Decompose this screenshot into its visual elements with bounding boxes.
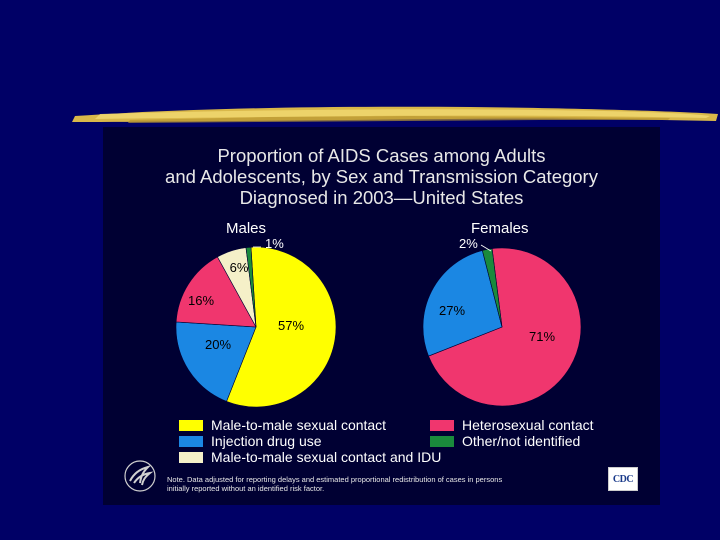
title-line-1: Proportion of AIDS Cases among Adults bbox=[217, 145, 546, 166]
males-label-injection-drug-use: 20% bbox=[205, 337, 231, 352]
males-label-heterosexual-contact: 16% bbox=[188, 293, 214, 308]
title-line-3: Diagnosed in 2003—United States bbox=[239, 187, 524, 208]
pie-charts: 57% 20% 16% 6% 1% 71% 27% 2% bbox=[175, 236, 582, 408]
males-label-other-not-identified: 1% bbox=[265, 236, 284, 251]
cdc-logo: CDC bbox=[608, 467, 638, 491]
title-line-2: and Adolescents, by Sex and Transmission… bbox=[165, 166, 598, 187]
males-pie-title: Males bbox=[226, 220, 267, 237]
legend-item-msm-idu: Male-to-male sexual contact and IDU bbox=[179, 449, 441, 465]
females-leader-line-other-not-identified bbox=[480, 244, 492, 252]
legend-label-msm-idu: Male-to-male sexual contact and IDU bbox=[211, 449, 442, 465]
females-slice-heterosexual-contact bbox=[428, 247, 582, 407]
legend-item-idu: Injection drug use bbox=[179, 433, 322, 449]
legend-label-idu: Injection drug use bbox=[211, 433, 322, 449]
males-slice-male-to-male-sexual-contact bbox=[226, 246, 337, 408]
females-label-heterosexual-contact: 71% bbox=[529, 329, 555, 344]
decorative-brush-stroke bbox=[72, 106, 718, 123]
cdc-logo-text: CDC bbox=[612, 473, 634, 485]
legend-item-heterosexual: Heterosexual contact bbox=[430, 417, 594, 433]
males-slice-injection-drug-use bbox=[175, 321, 257, 402]
females-pie-title: Females bbox=[471, 220, 529, 237]
legend-item-other: Other/not identified bbox=[430, 433, 580, 449]
chart-panel: Proportion of AIDS Cases among Adults an… bbox=[103, 127, 660, 505]
legend-swatch-other bbox=[430, 435, 454, 447]
footnote-line-2: initially reported without an identified… bbox=[167, 484, 325, 493]
males-label-male-to-male-sexual-contact: 57% bbox=[278, 318, 304, 333]
females-label-injection-drug-use: 27% bbox=[439, 303, 465, 318]
males-label-male-to-male-sexual-contact-and-idu: 6% bbox=[230, 260, 249, 275]
females-label-other-not-identified: 2% bbox=[459, 236, 478, 251]
legend-swatch-idu bbox=[179, 435, 203, 447]
legend-label-heterosexual: Heterosexual contact bbox=[462, 417, 594, 433]
legend-swatch-msm-idu bbox=[179, 451, 203, 463]
footnote: Note. Data adjusted for reporting delays… bbox=[167, 475, 567, 493]
legend-swatch-heterosexual bbox=[430, 419, 454, 431]
legend-item-male-to-male: Male-to-male sexual contact bbox=[179, 417, 386, 433]
legend-label-male-to-male: Male-to-male sexual contact bbox=[211, 417, 387, 433]
females-slice-other-not-identified bbox=[481, 248, 503, 328]
legend-swatch-male-to-male bbox=[179, 419, 203, 431]
legend-label-other: Other/not identified bbox=[462, 433, 581, 449]
males-slice-other-not-identified bbox=[245, 246, 257, 328]
footnote-line-1: Note. Data adjusted for reporting delays… bbox=[167, 475, 503, 484]
males-slice-heterosexual-contact bbox=[175, 256, 257, 328]
females-slice-injection-drug-use bbox=[422, 250, 503, 357]
chart-title: Proportion of AIDS Cases among Adults an… bbox=[103, 145, 660, 208]
hhs-eagle-logo bbox=[124, 460, 156, 492]
